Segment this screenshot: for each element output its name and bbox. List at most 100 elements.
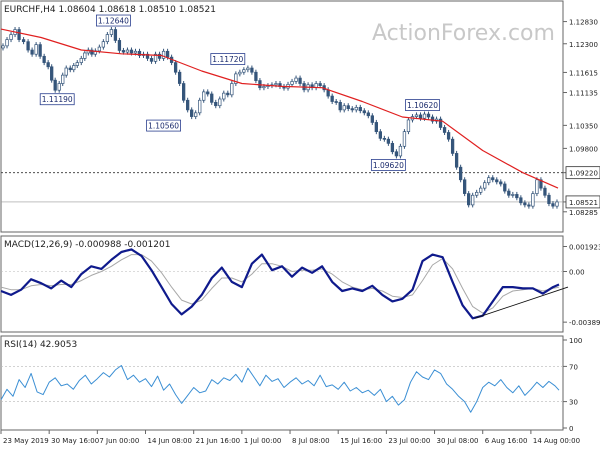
price-candle-body bbox=[374, 122, 378, 132]
price-candle-body bbox=[294, 77, 298, 82]
macd-main-line bbox=[0, 248, 560, 320]
price-candle-body bbox=[446, 132, 451, 140]
price-candle-body bbox=[551, 203, 555, 207]
rsi-panel: RSI(14) 42.9053 100 70 30 0 bbox=[0, 335, 582, 433]
price-candle-body bbox=[503, 183, 507, 192]
price-candle-body bbox=[298, 77, 302, 84]
time-x-axis: 23 May 2019 30 May 16:00 7 Jun 00:00 14 Jun… bbox=[0, 430, 580, 445]
price-candle-body bbox=[194, 112, 198, 117]
price-candle-body bbox=[527, 204, 531, 207]
rsi-series bbox=[0, 365, 560, 413]
x-tick-label: 23 Jul 00:00 bbox=[388, 437, 430, 445]
price-candle-body bbox=[222, 92, 226, 100]
price-candle-body bbox=[250, 67, 254, 73]
price-candle-body bbox=[382, 137, 387, 140]
price-candle-body bbox=[34, 44, 38, 55]
price-candle-body bbox=[475, 191, 479, 196]
price-candle-body bbox=[262, 86, 266, 89]
price-candle-body bbox=[458, 166, 463, 181]
price-candle-body bbox=[495, 179, 499, 183]
price-candle-body bbox=[519, 197, 523, 204]
price-tick-label: 1.09800 bbox=[569, 145, 598, 153]
price-candle-body bbox=[535, 179, 539, 194]
swing-label-text: 1.11720 bbox=[212, 55, 243, 64]
price-candle-body bbox=[177, 71, 182, 84]
price-candle-body bbox=[539, 179, 543, 189]
price-candle-body bbox=[50, 66, 54, 81]
x-tick-label: 21 Jun 16:00 bbox=[196, 437, 240, 445]
price-candle-body bbox=[418, 114, 423, 119]
price-candle-body bbox=[350, 108, 354, 111]
macd-tick-label: 0.001923 bbox=[569, 244, 600, 252]
x-tick-label: 7 Jun 00:00 bbox=[99, 437, 139, 445]
price-candle-body bbox=[79, 58, 83, 63]
price-candle-body bbox=[366, 112, 370, 117]
swing-label-box bbox=[405, 99, 440, 111]
price-candle-body bbox=[507, 190, 511, 196]
price-candle-body bbox=[137, 50, 142, 56]
rsi-tick-label: 100 bbox=[569, 337, 582, 345]
price-candle-body bbox=[153, 53, 158, 62]
price-candle-body bbox=[214, 102, 218, 107]
swing-label-text: 1.11190 bbox=[42, 95, 73, 104]
price-candle-body bbox=[402, 131, 407, 147]
price-candle-body bbox=[121, 50, 126, 53]
price-candle-body bbox=[483, 182, 487, 189]
price-candle-body bbox=[161, 50, 166, 59]
swing-label-box bbox=[96, 14, 131, 27]
price-candle-body bbox=[218, 98, 222, 107]
price-tick-label: 1.10350 bbox=[569, 122, 598, 130]
price-candle-body bbox=[531, 193, 535, 207]
price-candle-body bbox=[83, 52, 87, 59]
price-candle-body bbox=[1, 45, 5, 49]
macd-label: MACD(12,26,9) -0.000988 -0.001201 bbox=[4, 240, 170, 250]
price-candle-body bbox=[61, 74, 65, 84]
swing-label-box bbox=[370, 159, 406, 171]
price-candle-body bbox=[117, 40, 122, 51]
x-tick-label: 15 Jul 16:00 bbox=[340, 437, 382, 445]
price-candle-body bbox=[30, 49, 34, 55]
price-candle-body bbox=[105, 34, 110, 43]
swing-level-labels: 1.12640 1.11190 1.10560 1.11720 1.09620 1.106… bbox=[39, 14, 440, 171]
price-candle-body bbox=[72, 65, 76, 71]
price-candle-body bbox=[426, 113, 431, 118]
swing-label-text: 1.12640 bbox=[98, 17, 129, 26]
price-candle-body bbox=[38, 44, 42, 57]
price-candle-body bbox=[68, 67, 72, 71]
price-candle-body bbox=[145, 53, 150, 59]
x-tick-label: 23 May 2019 bbox=[3, 437, 49, 445]
price-candle-body bbox=[133, 50, 138, 54]
price-candle-body bbox=[21, 39, 26, 43]
price-candle-body bbox=[555, 201, 559, 207]
macd-trendline bbox=[474, 286, 569, 319]
price-candle-body bbox=[438, 118, 443, 128]
price-candle-body bbox=[165, 50, 170, 58]
price-candle-body bbox=[523, 202, 527, 206]
x-tick-label: 1 Jul 00:00 bbox=[244, 437, 282, 445]
price-tick-label: 1.11135 bbox=[569, 90, 598, 98]
price-candle-body bbox=[210, 93, 214, 103]
x-tick-label: 14 Aug 00:00 bbox=[533, 437, 580, 445]
price-tick-label: 1.09220 bbox=[569, 170, 598, 178]
price-candle-body bbox=[342, 105, 346, 111]
x-tick-label: 8 Jul 08:00 bbox=[292, 437, 330, 445]
price-tick-label: 1.08285 bbox=[569, 209, 598, 217]
price-candle-body bbox=[515, 194, 519, 199]
price-candle-body bbox=[386, 138, 391, 144]
price-candle-body bbox=[64, 67, 68, 76]
price-candle-body bbox=[157, 53, 162, 59]
price-candle-body bbox=[238, 71, 242, 75]
price-candle-body bbox=[491, 177, 495, 181]
price-candle-body bbox=[499, 181, 503, 185]
moving-average-series bbox=[0, 28, 559, 189]
macd-panel-frame bbox=[0, 235, 564, 333]
rsi-y-axis: 100 70 30 0 bbox=[1, 337, 582, 433]
price-candle-body bbox=[378, 131, 382, 139]
watermark: ActionForex.com bbox=[372, 21, 555, 46]
price-header: EURCHF,H4 1.08604 1.08618 1.08510 1.0852… bbox=[4, 5, 216, 15]
price-candle-body bbox=[370, 115, 374, 123]
price-candle-body bbox=[75, 62, 79, 66]
price-candle-body bbox=[454, 153, 459, 168]
price-candle-body bbox=[149, 58, 154, 62]
price-candle-body bbox=[53, 79, 57, 91]
